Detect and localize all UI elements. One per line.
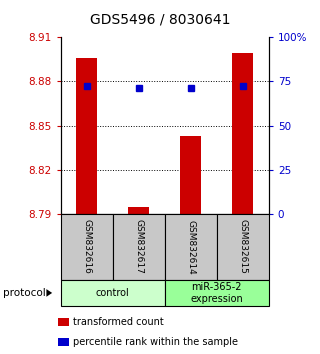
Text: miR-365-2
expression: miR-365-2 expression — [190, 282, 243, 304]
Text: control: control — [96, 288, 130, 298]
Text: percentile rank within the sample: percentile rank within the sample — [73, 337, 238, 347]
Bar — [180, 136, 201, 214]
Text: transformed count: transformed count — [73, 317, 164, 327]
Bar — [76, 58, 97, 214]
Text: GSM832615: GSM832615 — [238, 219, 247, 274]
Text: GSM832616: GSM832616 — [82, 219, 91, 274]
Text: protocol: protocol — [3, 288, 46, 298]
Text: GSM832617: GSM832617 — [134, 219, 143, 274]
Text: GDS5496 / 8030641: GDS5496 / 8030641 — [90, 12, 230, 27]
Bar — [128, 207, 149, 214]
Bar — [232, 53, 253, 214]
Text: GSM832614: GSM832614 — [186, 219, 195, 274]
